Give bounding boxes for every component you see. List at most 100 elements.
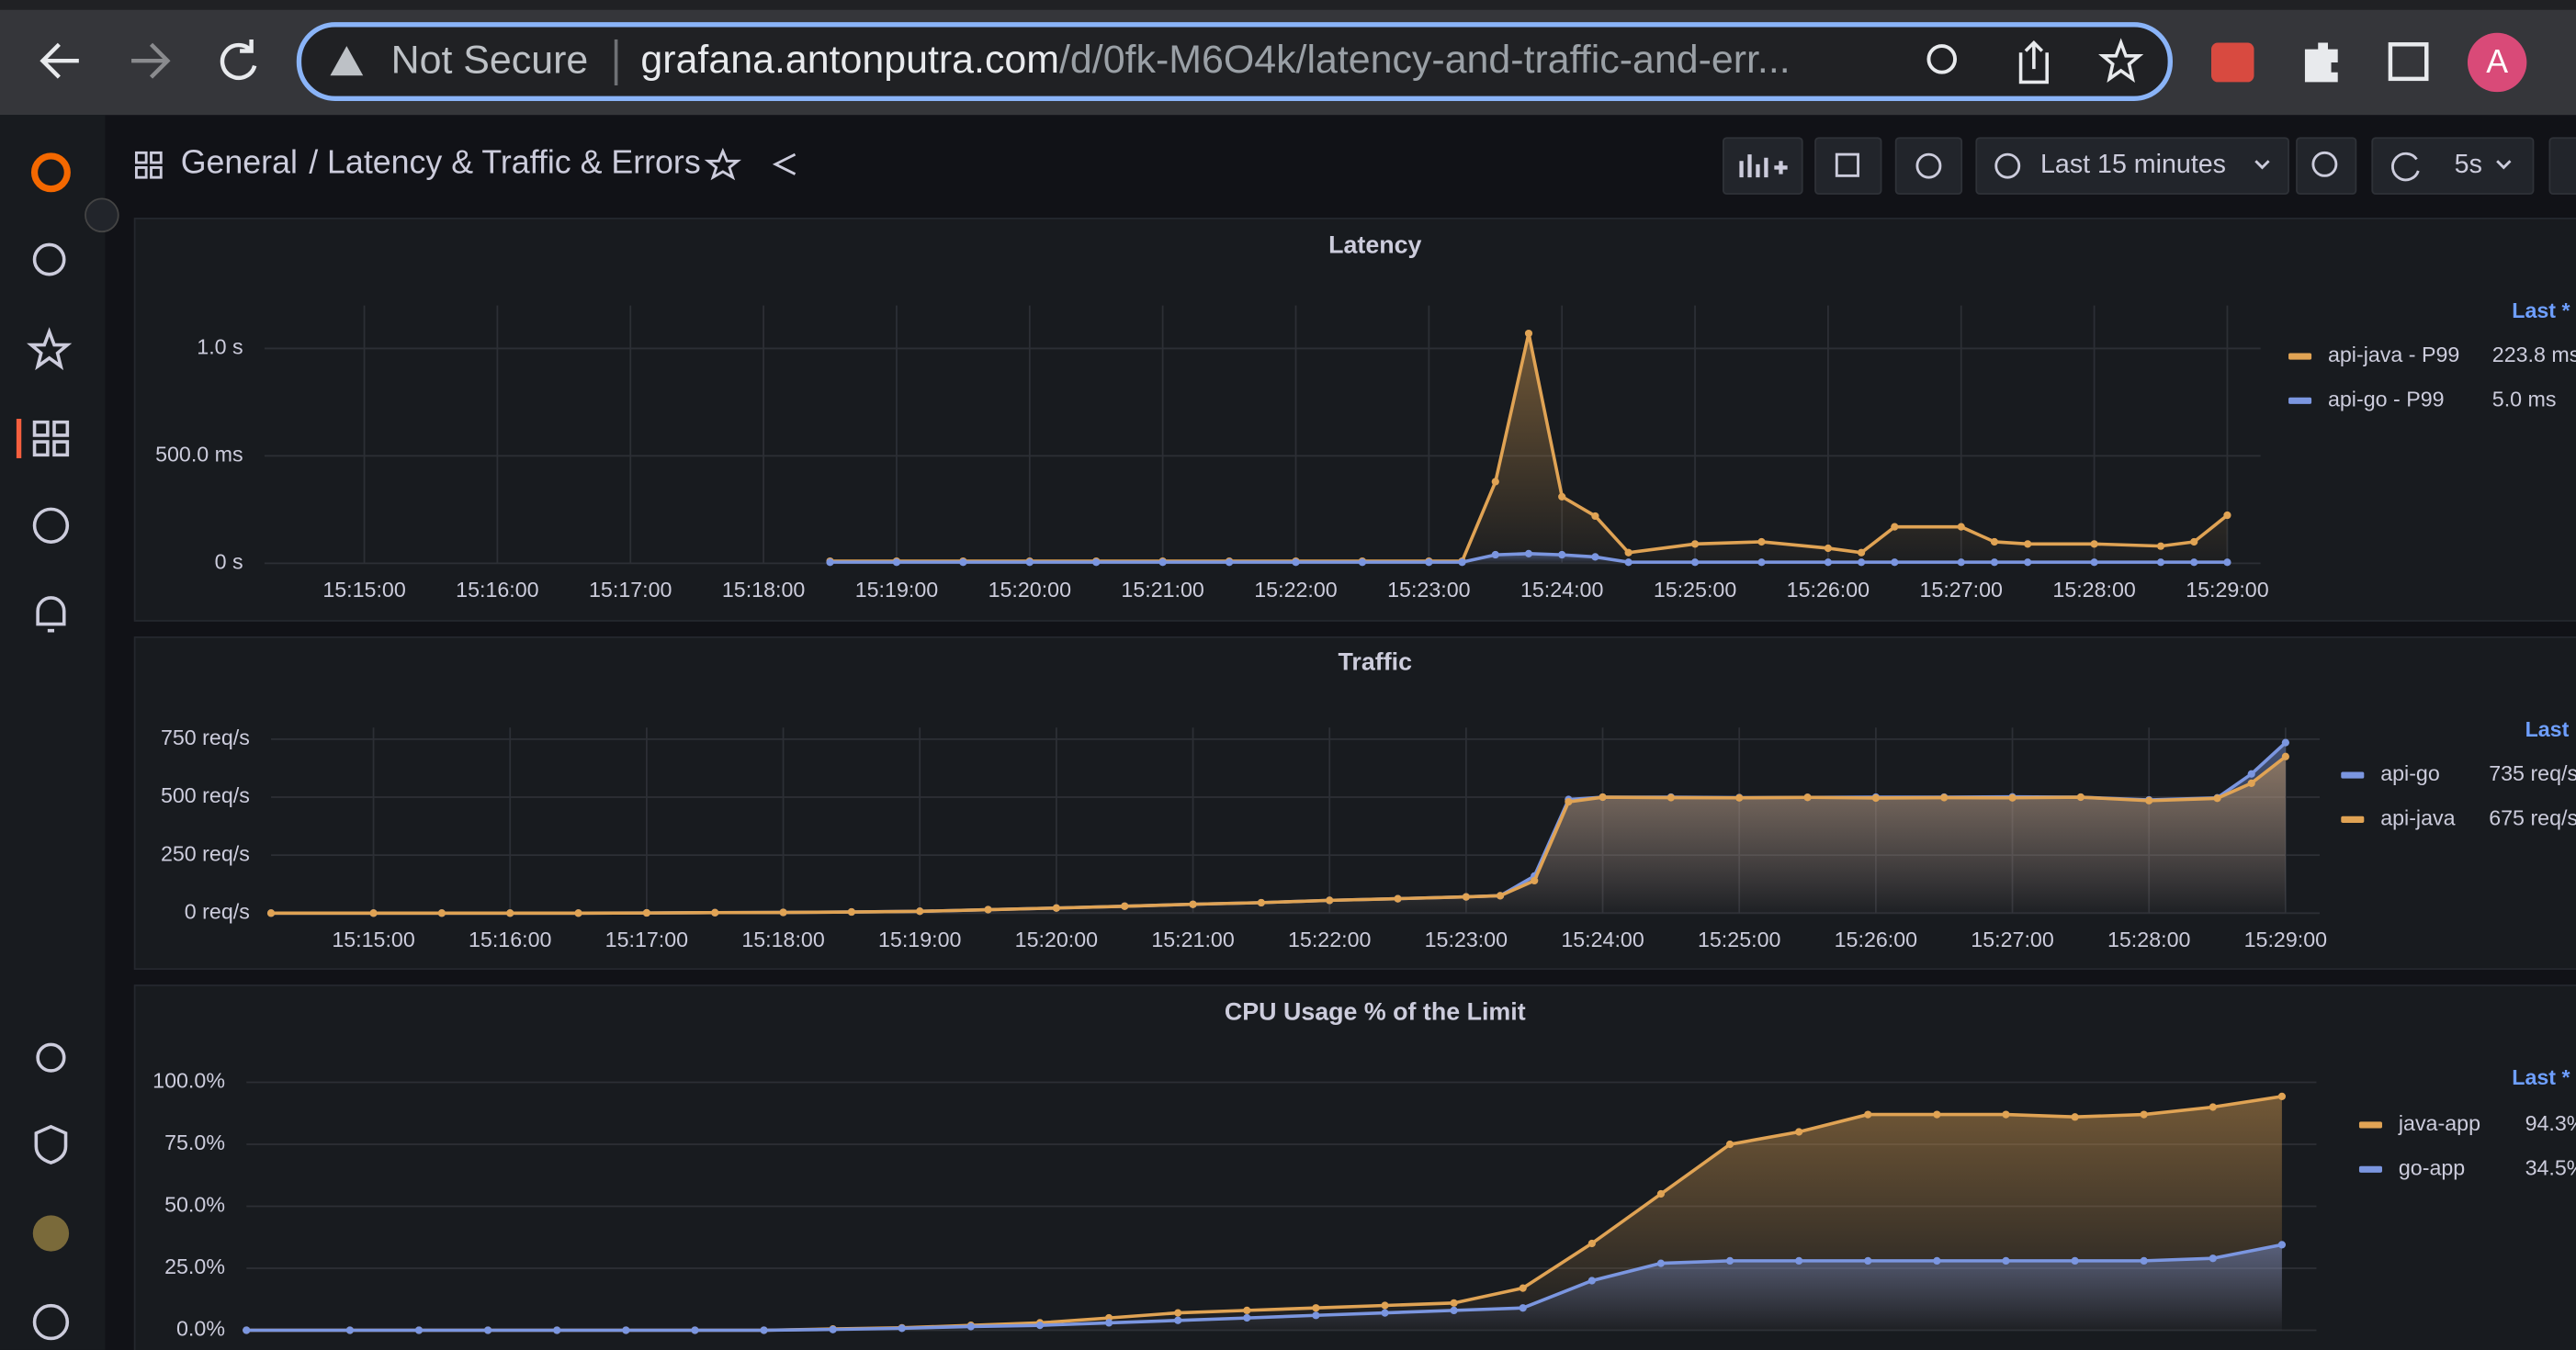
extension-icon[interactable]	[2211, 42, 2254, 83]
data-point	[2071, 1113, 2079, 1121]
add-panel-button[interactable]	[1722, 137, 1803, 195]
data-point	[1990, 537, 1999, 546]
data-point	[506, 909, 514, 917]
data-point	[1358, 558, 1367, 567]
legend-name: api-go - P99	[2328, 388, 2445, 411]
dashboard-title[interactable]: / Latency & Traffic & Errors	[309, 143, 701, 180]
back-button[interactable]	[40, 42, 79, 79]
legend-swatch	[2358, 1121, 2382, 1129]
zoom-icon[interactable]	[1926, 44, 1958, 74]
zoom-out-button[interactable]	[2296, 137, 2357, 195]
x-tick-label: 15:24:00	[1561, 928, 1644, 951]
user-avatar[interactable]	[32, 1215, 70, 1252]
data-point	[892, 558, 901, 567]
refresh-picker[interactable]	[2371, 137, 2535, 195]
grafana-logo[interactable]	[30, 152, 71, 193]
x-tick-label: 15:19:00	[878, 928, 962, 951]
explore-icon[interactable]	[32, 507, 70, 544]
tab-strip	[0, 0, 2576, 10]
dashboards-icon[interactable]	[32, 420, 70, 457]
data-point	[1225, 558, 1234, 567]
x-tick-label: 15:28:00	[2107, 928, 2191, 951]
save-button[interactable]	[1814, 137, 1882, 195]
sidebar	[0, 115, 106, 1350]
share-button[interactable]	[772, 152, 797, 175]
data-point	[1735, 793, 1744, 802]
data-point	[1871, 793, 1880, 803]
data-point	[2140, 1110, 2148, 1119]
x-tick-label: 15:24:00	[1520, 578, 1604, 602]
data-point	[760, 1326, 768, 1334]
save-icon	[1835, 152, 1859, 177]
x-tick-label: 15:27:00	[1971, 928, 2054, 951]
data-point	[1891, 558, 1899, 567]
address-bar[interactable]	[296, 22, 2173, 102]
data-point	[2190, 537, 2198, 546]
data-point	[1940, 793, 1949, 802]
data-point	[1990, 558, 1999, 567]
refresh-icon	[2391, 152, 2420, 182]
data-point	[1092, 558, 1101, 567]
data-point	[959, 558, 967, 567]
data-point	[1824, 558, 1833, 567]
legend-swatch	[2288, 353, 2312, 360]
settings-button[interactable]	[1894, 137, 1963, 195]
forward-button[interactable]	[131, 42, 171, 79]
data-point	[2140, 1256, 2148, 1266]
data-point	[1957, 558, 1965, 567]
data-point	[1864, 1110, 1872, 1119]
data-point	[553, 1326, 561, 1334]
share-icon[interactable]	[2018, 39, 2049, 84]
data-point	[2281, 752, 2289, 760]
data-point	[1624, 548, 1633, 557]
panel-title: CPU Usage % of the Limit	[1225, 997, 1526, 1025]
data-point	[1174, 1309, 1182, 1317]
data-point	[1496, 892, 1505, 900]
data-point	[1857, 558, 1866, 567]
legend-swatch	[2341, 771, 2365, 779]
search-icon[interactable]	[32, 242, 66, 276]
x-tick-label: 15:21:00	[1151, 928, 1235, 951]
time-picker[interactable]	[1975, 137, 2289, 195]
extensions-icon[interactable]	[2304, 42, 2338, 83]
series-line	[246, 1243, 2283, 1333]
legend-name: java-app	[2398, 1111, 2480, 1135]
expand-button[interactable]	[85, 197, 119, 233]
breadcrumb-folder[interactable]: General	[181, 143, 298, 180]
chevron	[2254, 160, 2270, 170]
bookmark-icon[interactable]	[2098, 38, 2144, 84]
y-tick-label: 1.0 s	[197, 335, 243, 359]
data-point	[2090, 540, 2098, 548]
alerting-icon[interactable]	[36, 596, 66, 633]
data-point	[1757, 537, 1766, 546]
x-tick-label: 15:26:00	[1835, 928, 1918, 951]
settings-icon[interactable]	[36, 1042, 66, 1073]
avatar[interactable]	[2467, 32, 2527, 93]
x-tick-label: 15:18:00	[722, 578, 806, 602]
data-point	[1326, 896, 1334, 905]
legend-name: go-app	[2399, 1155, 2465, 1179]
data-point	[1591, 553, 1599, 561]
tv-button[interactable]	[2548, 137, 2576, 195]
x-tick-label: 15:29:00	[2186, 578, 2269, 602]
data-point	[2002, 1256, 2010, 1266]
data-point	[1795, 1256, 1803, 1266]
data-point	[1624, 558, 1633, 567]
data-point	[2209, 1254, 2217, 1263]
data-point	[1458, 558, 1466, 567]
data-point	[898, 1324, 906, 1333]
data-point	[1519, 1304, 1527, 1312]
data-point	[916, 907, 924, 916]
reload-button[interactable]	[220, 39, 257, 81]
starred-icon[interactable]	[27, 327, 73, 371]
data-point	[2277, 1092, 2287, 1100]
admin-icon[interactable]	[34, 1124, 68, 1165]
star-button[interactable]	[704, 147, 742, 181]
help-icon[interactable]	[32, 1303, 70, 1341]
url: grafana.antonputra.com/d/0fk-M6O4k/laten…	[640, 38, 1790, 82]
data-point	[1531, 876, 1539, 885]
x-tick-label: 15:28:00	[2052, 578, 2136, 602]
data-point	[1558, 550, 1566, 559]
data-point	[691, 1326, 699, 1334]
sidepanel-icon[interactable]	[2388, 42, 2429, 82]
